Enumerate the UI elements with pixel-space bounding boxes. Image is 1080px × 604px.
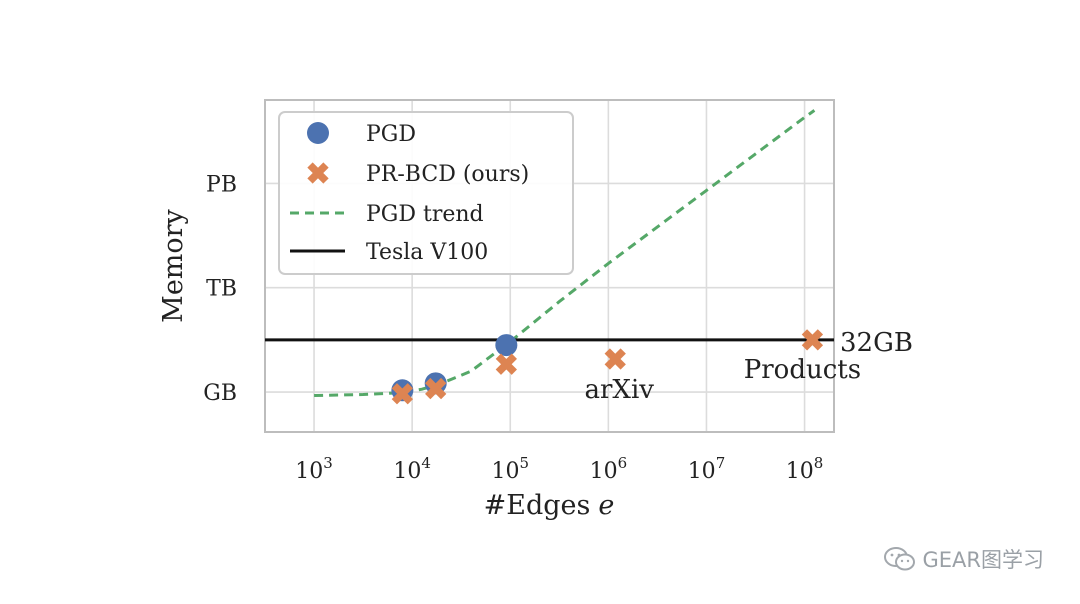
pr-bcd-ours-point-1 <box>425 377 447 400</box>
pr-bcd-ours-point-0 <box>391 383 413 405</box>
y-tick-labels: GB TB PB <box>203 172 237 406</box>
x-tick-label-7: 107 <box>688 454 726 484</box>
x-tick-label-4: 104 <box>393 454 431 484</box>
legend-label-tesla-v100: Tesla V100 <box>366 240 488 265</box>
pgd-point-2 <box>495 334 518 357</box>
x-axis-label-text: #Edges <box>484 490 591 521</box>
x-tick-label-6: 106 <box>590 454 628 484</box>
legend: PGD PR-BCD (ours) PGD trend Tesla V100 <box>278 111 574 275</box>
wechat-icon <box>883 547 915 571</box>
x-axis-label-var: e <box>598 490 614 521</box>
legend-label-pr-bcd-ours: PR-BCD (ours) <box>366 162 529 187</box>
pr-bcd-ours-point-2 <box>495 353 517 375</box>
annotation-products: Products <box>744 355 861 385</box>
legend-label-pgd-trend: PGD trend <box>366 202 484 227</box>
x-tick-label-5: 105 <box>491 454 529 484</box>
pr-bcd-ours-point-3 <box>604 348 626 370</box>
legend-box <box>278 111 574 275</box>
watermark: GEAR图学习 <box>883 544 1045 574</box>
y-tick-label-gb: GB <box>203 381 237 406</box>
legend-symbol-pgd <box>307 122 329 144</box>
pr-bcd-ours-point-4 <box>801 329 824 351</box>
y-axis-label: Memory <box>158 208 189 322</box>
x-tick-labels: 103 104 105 106 107 108 <box>295 454 823 484</box>
x-axis-label: #Edges e <box>484 490 615 521</box>
x-tick-label-8: 108 <box>786 454 824 484</box>
watermark-text: GEAR图学习 <box>922 548 1045 572</box>
y-tick-label-pb: PB <box>206 172 237 197</box>
legend-label-pgd: PGD <box>366 122 416 147</box>
marker-layer <box>391 329 824 405</box>
legend-symbol-pr-bcd-ours <box>307 162 329 184</box>
x-tick-label-3: 103 <box>295 454 333 484</box>
annotation-arxiv: arXiv <box>585 375 655 405</box>
y-tick-label-tb: TB <box>206 277 237 302</box>
plot-frame <box>264 99 835 433</box>
annotation-32gb: 32GB <box>840 328 913 358</box>
annotation-layer: 32GB arXiv Products <box>585 328 913 405</box>
